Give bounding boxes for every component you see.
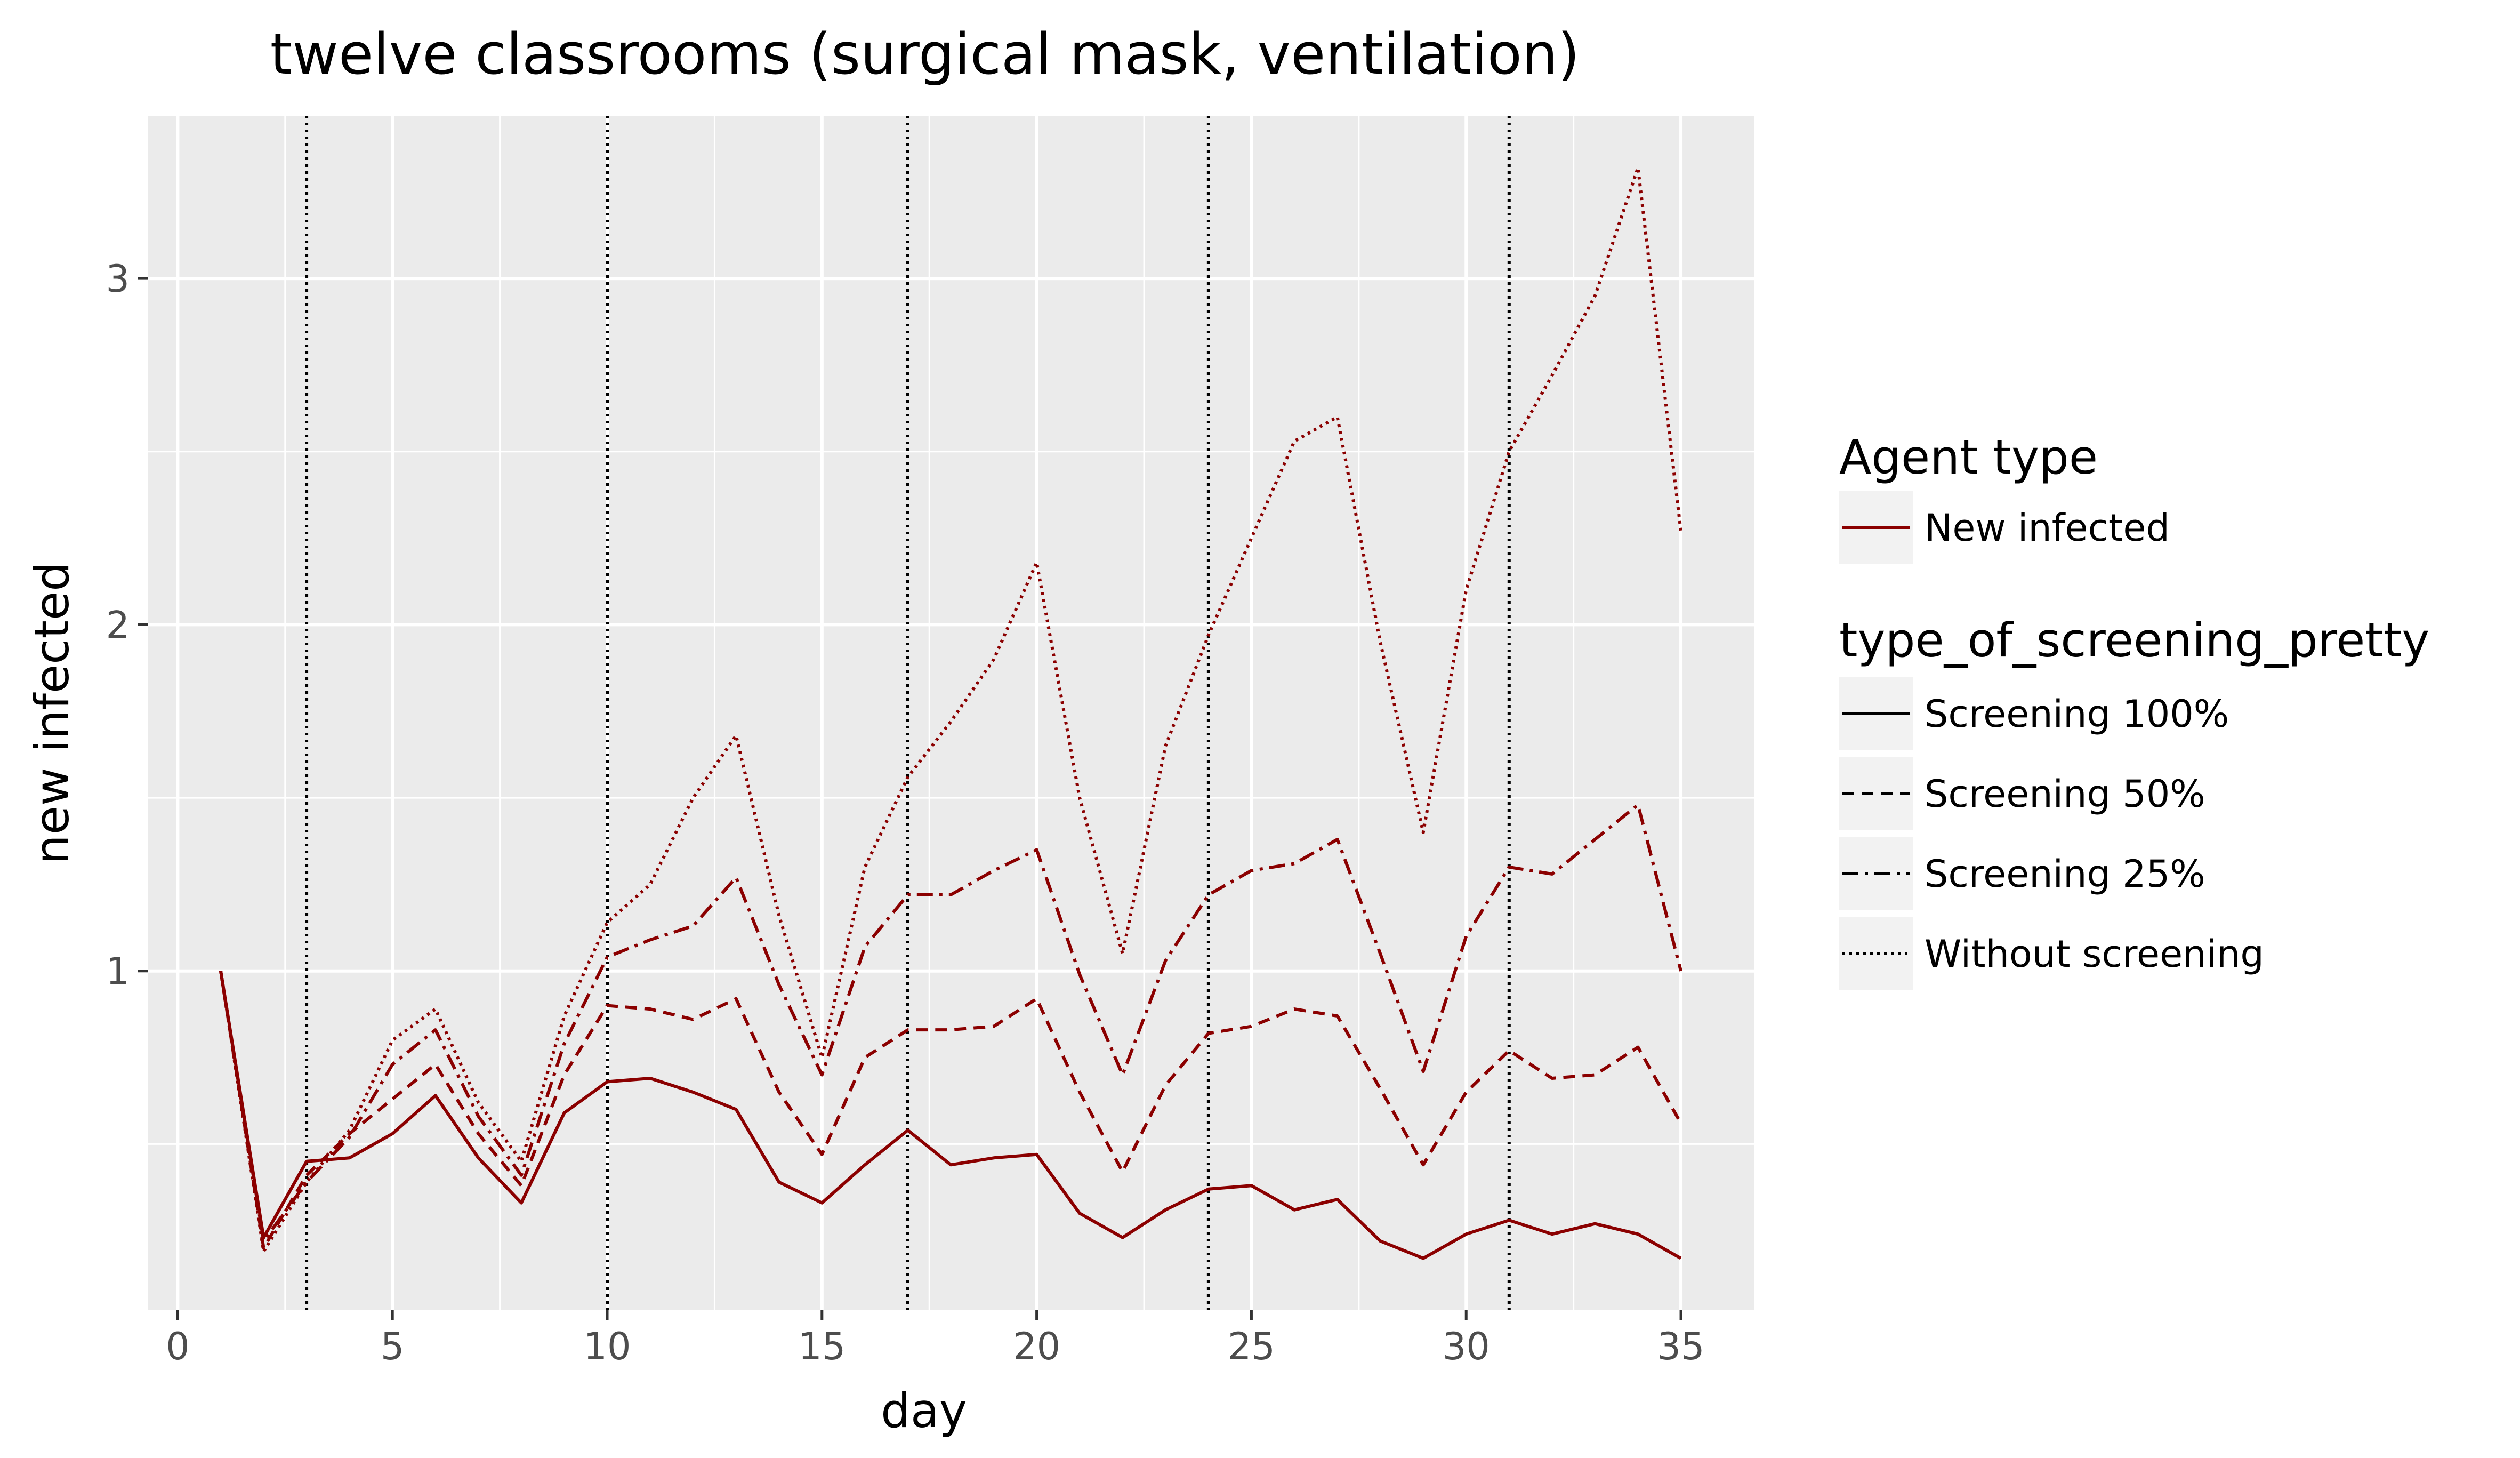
y-tick-label: 2 bbox=[106, 603, 130, 647]
y-tick-label: 1 bbox=[106, 950, 130, 994]
series-lines bbox=[219, 166, 1682, 1260]
legend: Agent type New infected type_of_screenin… bbox=[1839, 430, 2429, 990]
x-tick-label: 0 bbox=[166, 1325, 190, 1368]
minor-gridlines bbox=[148, 116, 1754, 1310]
x-axis-title: day bbox=[881, 1383, 967, 1438]
series-line-dotted bbox=[219, 166, 1682, 1253]
legend-screening-label: Screening 50% bbox=[1925, 772, 2205, 816]
x-tick-label: 30 bbox=[1443, 1325, 1490, 1368]
x-tick-label: 15 bbox=[798, 1325, 846, 1368]
x-tick-label: 35 bbox=[1657, 1325, 1705, 1368]
legend-agent-label: New infected bbox=[1925, 506, 2170, 550]
series-line-dashdot bbox=[219, 803, 1682, 1243]
legend-screening-label: Screening 100% bbox=[1925, 692, 2229, 736]
x-axis-ticks: 0 5 10 15 20 25 30 35 bbox=[166, 1310, 1705, 1368]
x-tick-label: 20 bbox=[1013, 1325, 1060, 1368]
dotted-vertical-lines bbox=[305, 116, 1511, 1310]
legend-screening-title: type_of_screening_pretty bbox=[1839, 613, 2429, 668]
chart-title: twelve classrooms (surgical mask, ventil… bbox=[270, 21, 1580, 87]
y-tick-label: 3 bbox=[106, 257, 130, 301]
x-tick-label: 10 bbox=[583, 1325, 631, 1368]
x-tick-label: 25 bbox=[1228, 1325, 1275, 1368]
y-axis-title: new infected bbox=[25, 562, 79, 864]
legend-screening-items: Screening 100% Screening 50% Screening 25%… bbox=[1839, 677, 2264, 990]
legend-screening-label: Without screening bbox=[1925, 932, 2264, 976]
x-tick-label: 5 bbox=[381, 1325, 405, 1368]
y-axis-ticks: 1 2 3 bbox=[106, 257, 148, 994]
plot-panel bbox=[148, 116, 1754, 1310]
legend-agent-title: Agent type bbox=[1839, 430, 2098, 485]
legend-screening-label: Screening 25% bbox=[1925, 852, 2205, 896]
legend-agent-items: New infected bbox=[1839, 491, 2170, 564]
series-line-solid bbox=[219, 971, 1682, 1260]
